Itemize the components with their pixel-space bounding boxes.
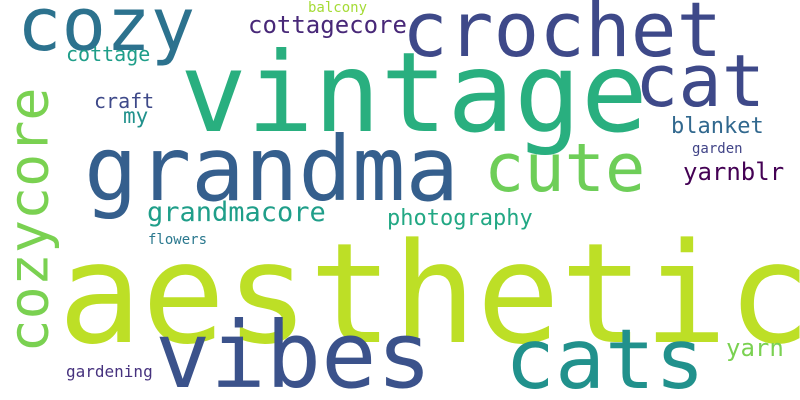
word-vintage: vintage (180, 29, 648, 158)
word-photography: photography (387, 206, 533, 231)
word-balcony: balcony (308, 0, 368, 16)
word-cozycore: cozycore (0, 87, 61, 353)
word-yarn: yarn (726, 334, 784, 362)
word-cat: cat (635, 39, 766, 123)
word-my: my (123, 104, 149, 128)
word-cute: cute (484, 129, 646, 207)
word-blanket: blanket (671, 114, 764, 139)
word-garden: garden (692, 141, 743, 157)
word-cats: cats (505, 311, 705, 400)
word-cottage: cottage (66, 42, 151, 66)
word-crochet: crochet (402, 0, 723, 74)
word-flowers: flowers (148, 232, 208, 248)
word-craft: craft (94, 89, 155, 113)
word-cozy: cozy (17, 0, 196, 68)
word-vibes: vibes (155, 302, 432, 400)
word-gardening: gardening (66, 362, 153, 381)
word-grandmacore: grandmacore (147, 197, 326, 228)
word-grandma: grandma (84, 117, 460, 221)
word-yarnblr: yarnblr (683, 158, 785, 186)
word-aesthetic: aesthetic (58, 213, 800, 375)
word-cottagecore: cottagecore (248, 11, 407, 39)
